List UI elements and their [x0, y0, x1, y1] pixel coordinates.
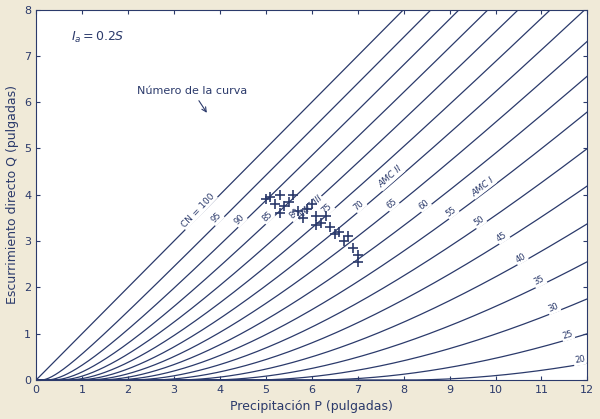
Text: 75: 75 [320, 202, 334, 216]
Text: 85: 85 [260, 210, 274, 223]
Text: AMC I: AMC I [470, 175, 496, 198]
Text: CN = 100: CN = 100 [180, 191, 217, 229]
Text: 30: 30 [547, 302, 560, 314]
X-axis label: Precipitación P (pulgadas): Precipitación P (pulgadas) [230, 401, 393, 414]
Text: $I_a = 0.2S$: $I_a = 0.2S$ [71, 30, 124, 45]
Text: 40: 40 [514, 251, 527, 264]
Text: 65: 65 [385, 197, 398, 210]
Text: 55: 55 [445, 205, 458, 218]
Text: Número de la curva: Número de la curva [137, 85, 247, 112]
Text: AMC III: AMC III [296, 194, 325, 222]
Text: 45: 45 [495, 230, 509, 243]
Text: 20: 20 [574, 354, 586, 365]
Text: AMC II: AMC II [377, 164, 404, 190]
Text: 60: 60 [416, 198, 431, 211]
Y-axis label: Escurrimiento directo Q (pulgadas): Escurrimiento directo Q (pulgadas) [5, 85, 19, 304]
Text: 70: 70 [352, 198, 366, 212]
Text: 90: 90 [233, 212, 247, 226]
Text: 80: 80 [288, 207, 302, 221]
Text: 35: 35 [533, 274, 546, 287]
Text: 95: 95 [209, 211, 223, 225]
Text: 50: 50 [472, 215, 486, 228]
Text: 25: 25 [562, 329, 574, 341]
